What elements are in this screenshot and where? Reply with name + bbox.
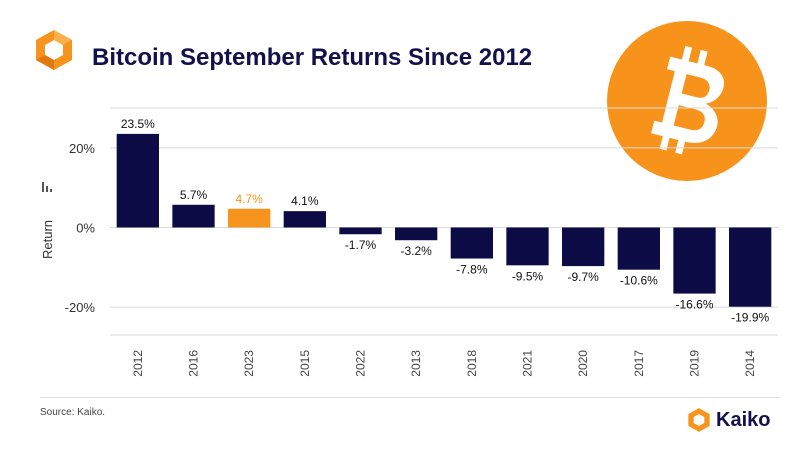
data-label-2016: 5.7% — [180, 188, 208, 202]
x-tick-label-2018: 2018 — [465, 350, 479, 377]
data-label-2012: 23.5% — [121, 117, 155, 131]
bar-2021 — [506, 227, 549, 266]
x-tick-label-2016: 2016 — [187, 350, 201, 377]
bar-chart-icon — [42, 182, 52, 192]
footer-brand: Kaiko — [716, 408, 771, 431]
grid — [110, 107, 778, 336]
data-label-2017: -10.6% — [620, 274, 658, 288]
bar-2022 — [339, 227, 382, 235]
x-tick-label-2022: 2022 — [354, 350, 368, 377]
x-tick-label-2019: 2019 — [688, 350, 702, 377]
chart-title: Bitcoin September Returns Since 2012 — [92, 44, 533, 71]
x-tick-label-2023: 2023 — [242, 350, 256, 377]
bar-2013 — [395, 227, 438, 241]
source-note: Source: Kaiko. — [40, 407, 106, 418]
data-label-2013: -3.2% — [400, 244, 432, 258]
y-axis: 20% 0% -20% Return — [40, 141, 95, 315]
data-label-2023: 4.7% — [235, 192, 263, 206]
x-tick-label-2015: 2015 — [298, 350, 312, 377]
data-label-2022: -1.7% — [345, 238, 377, 252]
data-label-2021: -9.5% — [512, 269, 544, 283]
bar-2016 — [172, 204, 215, 228]
bar-2023 — [228, 208, 271, 228]
kaiko-logo-icon — [688, 408, 710, 432]
bar-2019 — [673, 227, 716, 294]
bar-2018 — [450, 227, 493, 259]
data-label-2015: 4.1% — [291, 194, 319, 208]
y-tick-label: 0% — [76, 220, 95, 235]
bitcoin-icon — [607, 21, 767, 181]
data-label-2019: -16.6% — [675, 298, 713, 312]
x-tick-label-2014: 2014 — [743, 350, 757, 377]
bars — [116, 133, 772, 307]
data-label-2020: -9.7% — [567, 270, 599, 284]
x-tick-label-2012: 2012 — [131, 350, 145, 377]
x-tick-label-2020: 2020 — [576, 350, 590, 377]
bar-2015 — [283, 211, 326, 228]
x-tick-label-2013: 2013 — [409, 350, 423, 377]
data-label-2014: -19.9% — [731, 311, 769, 325]
footer-logo: Kaiko — [686, 406, 770, 434]
y-tick-label: -20% — [65, 300, 96, 315]
x-axis: 2012 2016 2023 2015 2022 2013 2018 2021 2020 2017… — [131, 350, 757, 377]
bar-chart: 23.5% 5.7% 4.7% 4.1% -1.7% -3.2% -7.8% -9.5% -9.… — [40, 107, 778, 377]
y-axis-label: Return — [40, 220, 55, 259]
x-tick-label-2021: 2021 — [521, 350, 535, 377]
data-label-2018: -7.8% — [456, 263, 488, 277]
bar-2012 — [116, 133, 159, 228]
kaiko-logo-icon — [36, 30, 72, 70]
y-tick-label: 20% — [69, 141, 95, 156]
bar-2014 — [729, 227, 772, 307]
data-labels: 23.5% 5.7% 4.7% 4.1% -1.7% -3.2% -7.8% -9.5% -9.… — [121, 117, 770, 325]
bar-2020 — [562, 227, 605, 267]
bar-2017 — [617, 227, 660, 270]
footer-divider — [40, 397, 780, 398]
x-tick-label-2017: 2017 — [632, 350, 646, 377]
